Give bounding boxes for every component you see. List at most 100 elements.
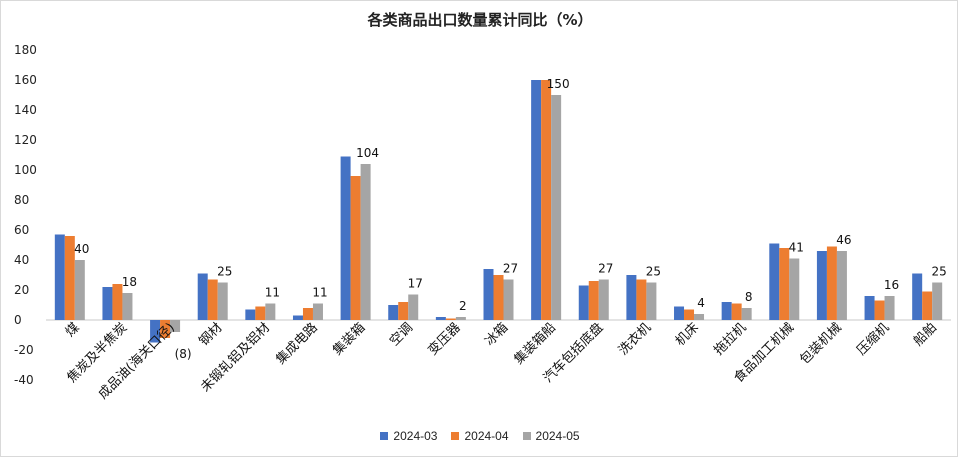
- data-label: 2: [459, 299, 467, 313]
- x-category-label: 机床: [673, 320, 702, 349]
- bar-2024-03: [578, 285, 589, 320]
- bar-2024-04: [779, 248, 790, 320]
- bar-2024-03: [816, 251, 827, 320]
- data-label: 16: [884, 278, 899, 292]
- bar-2024-03: [54, 234, 65, 320]
- data-label: 25: [932, 265, 947, 279]
- x-category-label: 包装机械: [797, 320, 844, 367]
- data-label: (8): [175, 347, 192, 361]
- x-category-label: 拖拉机: [711, 320, 749, 358]
- data-label: 40: [74, 242, 89, 256]
- bar-2024-03: [388, 305, 399, 320]
- y-tick-label: 20: [14, 283, 29, 297]
- bar-2024-05: [360, 164, 371, 320]
- bar-2024-05: [312, 303, 323, 320]
- data-label: 46: [836, 233, 851, 247]
- bar-2024-05: [74, 260, 85, 320]
- bar-2024-04: [398, 302, 409, 320]
- bar-2024-03: [912, 273, 923, 320]
- bar-2024-05: [646, 282, 657, 320]
- data-label: 27: [598, 262, 613, 276]
- data-label: 25: [217, 265, 232, 279]
- bar-2024-05: [170, 320, 181, 332]
- data-label: 27: [503, 262, 518, 276]
- y-tick-label: -20: [14, 343, 34, 357]
- legend-item: 2024-03: [380, 429, 437, 443]
- legend-item: 2024-05: [522, 429, 580, 443]
- y-tick-label: 100: [14, 163, 37, 177]
- data-label: 104: [356, 146, 379, 160]
- x-category-label: 煤: [63, 320, 83, 340]
- bar-2024-03: [197, 273, 208, 320]
- bar-2024-05: [408, 294, 419, 320]
- x-category-label: 集装箱船: [511, 320, 559, 368]
- bar-2024-04: [874, 300, 885, 320]
- data-label: 18: [122, 275, 137, 289]
- bar-2024-03: [340, 156, 351, 320]
- data-label: 8: [745, 290, 753, 304]
- bar-2024-03: [864, 296, 875, 320]
- bar-2024-04: [922, 291, 933, 320]
- bar-2024-04: [64, 236, 75, 320]
- bar-2024-04: [445, 318, 456, 320]
- bar-2024-04: [255, 306, 266, 320]
- data-label: 41: [789, 241, 804, 255]
- bar-2024-04: [160, 320, 171, 338]
- bar-2024-03: [245, 309, 256, 320]
- bar-2024-03: [531, 80, 542, 320]
- data-label: 150: [547, 77, 570, 91]
- y-tick-label: 140: [14, 103, 37, 117]
- chart-title: 各类商品出口数量累计同比（%）: [367, 11, 593, 29]
- bar-2024-03: [435, 317, 446, 320]
- y-tick-label: -40: [14, 373, 34, 387]
- data-label: 4: [697, 296, 705, 310]
- bar-2024-05: [932, 282, 943, 320]
- data-label: 25: [646, 265, 661, 279]
- legend-label: 2024-03: [393, 429, 438, 443]
- bar-2024-05: [741, 308, 752, 320]
- x-category-label: 集装箱: [330, 320, 369, 359]
- bar-2024-03: [150, 320, 161, 343]
- bar-2024-05: [122, 293, 133, 320]
- bar-2024-03: [292, 315, 303, 320]
- x-category-label: 洗衣机: [615, 320, 654, 359]
- bar-2024-04: [207, 279, 218, 320]
- legend-swatch: [522, 432, 531, 440]
- x-category-label: 变压器: [425, 320, 464, 359]
- y-tick-label: 160: [14, 73, 37, 87]
- bar-2024-04: [350, 176, 361, 320]
- bar-2024-04: [112, 284, 123, 320]
- legend-item: 2024-04: [451, 429, 509, 443]
- legend-swatch: [380, 432, 389, 440]
- legend-label: 2024-04: [464, 429, 509, 443]
- bar-2024-05: [694, 314, 705, 320]
- y-tick-label: 120: [14, 133, 37, 147]
- bar-2024-04: [684, 309, 695, 320]
- y-tick-label: 180: [14, 43, 37, 57]
- bar-2024-05: [789, 258, 800, 320]
- bar-2024-03: [674, 306, 685, 320]
- legend-swatch: [451, 432, 460, 440]
- bar-2024-05: [455, 317, 466, 320]
- data-label: 11: [265, 286, 280, 300]
- bar-2024-04: [731, 303, 742, 320]
- bar-2024-05: [598, 279, 609, 320]
- bar-2024-05: [503, 279, 514, 320]
- data-label: 11: [312, 286, 327, 300]
- bar-2024-04: [588, 281, 599, 320]
- x-category-label: 集成电路: [273, 320, 321, 368]
- bar-2024-05: [265, 303, 276, 320]
- x-category-label: 钢材: [197, 320, 226, 349]
- bar-2024-05: [884, 296, 895, 320]
- x-category-label: 压缩机: [853, 320, 892, 359]
- bar-2024-04: [636, 279, 647, 320]
- data-label: 17: [408, 277, 423, 291]
- bar-2024-04: [302, 308, 313, 320]
- y-tick-label: 60: [14, 223, 29, 237]
- x-category-label: 冰箱: [482, 320, 512, 350]
- y-tick-label: 40: [14, 253, 29, 267]
- bar-2024-03: [626, 275, 637, 320]
- bar-2024-04: [541, 80, 552, 320]
